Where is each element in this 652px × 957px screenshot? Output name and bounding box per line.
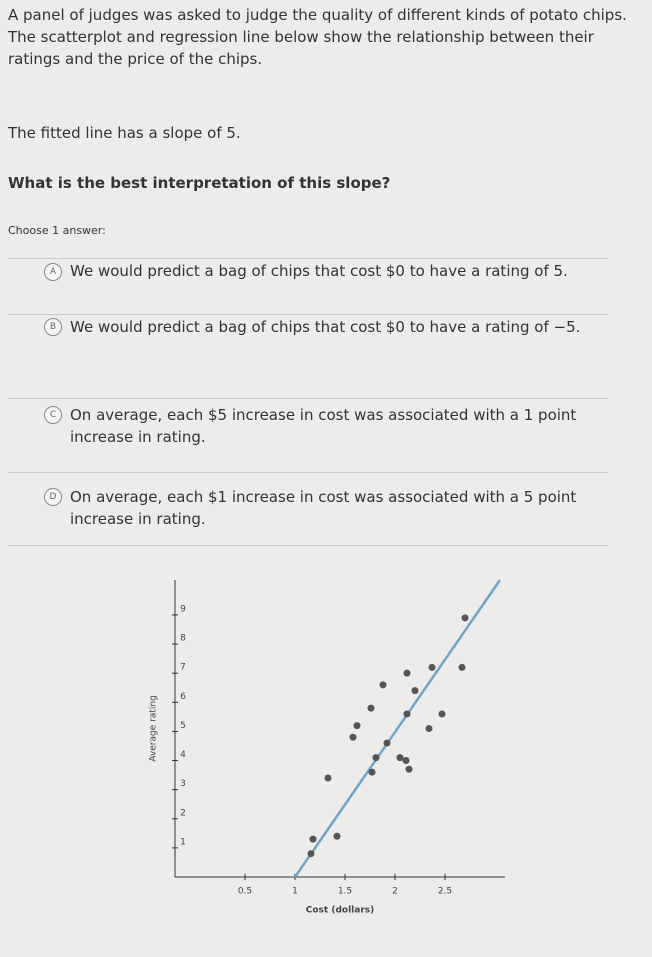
point — [379, 681, 387, 689]
y-tick-label: 7 — [180, 663, 186, 673]
option[interactable]: We would predict a bag of chips that cos… — [70, 318, 581, 336]
point — [349, 733, 357, 741]
point — [333, 832, 341, 840]
prompt: What is the best interpretation of this … — [8, 174, 391, 192]
point — [461, 614, 469, 622]
point — [396, 754, 404, 762]
x-tick-label: 1.5 — [338, 887, 352, 897]
divider — [8, 314, 608, 315]
point — [458, 663, 466, 671]
y-tick-label: 9 — [180, 604, 186, 614]
option-letter[interactable]: C — [44, 406, 62, 424]
divider — [8, 258, 608, 259]
point — [402, 757, 410, 765]
option[interactable]: On average, each $1 increase in cost was… — [70, 488, 577, 528]
point — [438, 710, 446, 718]
intro: A panel of judges was asked to judge the… — [8, 6, 627, 68]
point — [428, 663, 436, 671]
option[interactable]: We would predict a bag of chips that cos… — [70, 262, 568, 280]
point — [403, 669, 411, 677]
y-tick-label: 4 — [180, 750, 186, 760]
instruction: Choose 1 answer: — [8, 224, 106, 237]
point — [353, 722, 361, 730]
divider — [8, 398, 608, 399]
option-letter[interactable]: D — [44, 488, 62, 506]
x-tick-label: 0.5 — [238, 887, 252, 897]
x-tick-label: 1 — [292, 887, 298, 897]
point — [368, 768, 376, 776]
point — [411, 687, 419, 695]
x-tick-label: 2.5 — [438, 887, 452, 897]
point — [307, 850, 315, 858]
y-tick-label: 8 — [180, 634, 186, 644]
option[interactable]: On average, each $5 increase in cost was… — [70, 406, 577, 446]
x-tick-label: 2 — [392, 887, 398, 897]
y-axis-label: Average rating — [149, 695, 159, 761]
option-letter[interactable]: A — [44, 263, 62, 281]
divider — [8, 545, 608, 546]
point — [372, 754, 380, 762]
point — [405, 765, 413, 773]
y-tick-label: 6 — [180, 692, 186, 702]
y-tick-label: 1 — [180, 837, 186, 847]
fit-line — [293, 579, 502, 878]
x-axis-label: Cost (dollars) — [306, 906, 374, 916]
point — [324, 774, 332, 782]
slope-text: The fitted line has a slope of 5. — [8, 124, 241, 142]
y-tick-label: 2 — [180, 808, 186, 818]
y-tick-label: 3 — [180, 779, 186, 789]
y-tick-label: 5 — [180, 721, 186, 731]
point — [383, 739, 391, 747]
point — [425, 725, 433, 732]
point — [367, 704, 375, 712]
option-letter[interactable]: B — [44, 318, 62, 336]
point — [309, 835, 317, 843]
divider — [8, 472, 608, 473]
point — [403, 710, 411, 718]
